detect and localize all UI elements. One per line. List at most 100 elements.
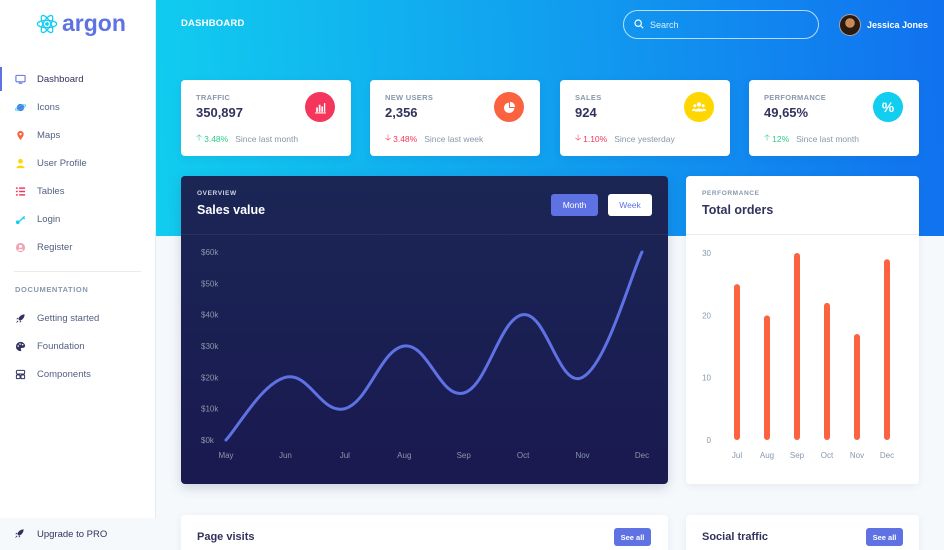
sidebar-item-label: Register bbox=[37, 241, 73, 253]
stat-card-traffic: TRAFFIC 350,897 🡡 3.48% Since last month bbox=[181, 80, 351, 156]
stat-footer: 🡣 1.10% Since yesterday bbox=[575, 132, 675, 146]
sidebar-item-label: Components bbox=[37, 368, 91, 380]
y-tick-label: $40k bbox=[201, 311, 219, 320]
y-tick-label: $20k bbox=[201, 373, 219, 382]
stat-card-performance: PERFORMANCE 49,65% % 🡡 12% Since last mon… bbox=[749, 80, 919, 156]
sidebar-item-register[interactable]: Register bbox=[0, 233, 156, 261]
see-all-button[interactable]: See all bbox=[614, 528, 651, 546]
stat-card-sales: SALES 924 🡣 1.10% Since yesterday bbox=[560, 80, 730, 156]
y-tick-label: 30 bbox=[702, 249, 711, 258]
sidebar-item-components[interactable]: Components bbox=[0, 360, 156, 388]
users-icon bbox=[684, 92, 714, 122]
card-divider bbox=[181, 234, 668, 235]
sales-series-line bbox=[224, 250, 644, 442]
stat-since: Since last month bbox=[235, 134, 299, 144]
brand-logo[interactable]: argon bbox=[36, 10, 126, 37]
card-title: Social traffic bbox=[702, 531, 769, 543]
x-tick-label: May bbox=[218, 451, 233, 460]
sales-line-chart: $0k $10k $20k $30k $40k $50k $60k May Jun Jul Aug S… bbox=[201, 248, 649, 460]
week-button[interactable]: Week bbox=[608, 194, 652, 216]
y-tick-label: $50k bbox=[201, 279, 219, 288]
spaceship-icon bbox=[14, 312, 26, 324]
y-tick-label: 0 bbox=[707, 436, 712, 445]
y-tick-label: $0k bbox=[201, 436, 215, 445]
sidebar-item-label: User Profile bbox=[37, 157, 87, 169]
x-tick-label: Jul bbox=[340, 451, 350, 460]
bar-dec bbox=[884, 259, 890, 440]
month-button[interactable]: Month bbox=[551, 194, 598, 216]
sidebar-item-label: Dashboard bbox=[37, 73, 84, 85]
x-tick-label: Jul bbox=[732, 451, 742, 460]
card-divider bbox=[686, 234, 919, 235]
see-all-button[interactable]: See all bbox=[866, 528, 903, 546]
stat-footer: 🡡 12% Since last month bbox=[764, 132, 859, 146]
y-tick-label: $30k bbox=[201, 342, 219, 351]
sidebar-item-maps[interactable]: Maps bbox=[0, 121, 156, 149]
sidebar-item-dashboard[interactable]: Dashboard bbox=[0, 65, 156, 93]
key-icon bbox=[14, 213, 26, 225]
percent-icon: % bbox=[873, 92, 903, 122]
page-visits-card: Page visits See all bbox=[181, 515, 668, 550]
stat-change: 🡣 3.48% bbox=[385, 132, 418, 144]
sidebar-item-label: Getting started bbox=[37, 312, 100, 324]
page-title[interactable]: DASHBOARD bbox=[181, 18, 245, 29]
stat-value: 49,65% bbox=[764, 105, 809, 120]
stat-value: 924 bbox=[575, 105, 597, 120]
x-tick-label: Oct bbox=[517, 451, 530, 460]
user-name[interactable]: Jessica Jones bbox=[867, 20, 929, 30]
y-tick-label: $60k bbox=[201, 248, 219, 257]
sidebar-item-user-profile[interactable]: User Profile bbox=[0, 149, 156, 177]
upgrade-label: Upgrade to PRO bbox=[37, 528, 108, 540]
sidebar: argon Dashboard Icons Maps User Profile bbox=[0, 0, 156, 550]
y-tick-label: 10 bbox=[702, 374, 711, 383]
list-icon bbox=[14, 185, 26, 197]
x-tick-label: Aug bbox=[760, 451, 774, 460]
stat-card-new-users: NEW USERS 2,356 🡣 3.48% Since last week bbox=[370, 80, 540, 156]
card-pretitle: PERFORMANCE bbox=[702, 190, 760, 197]
sidebar-item-label: Foundation bbox=[37, 340, 85, 352]
user-menu[interactable]: Jessica Jones bbox=[839, 14, 928, 36]
search-box[interactable] bbox=[623, 10, 819, 39]
card-title: Sales value bbox=[197, 203, 266, 217]
circle-user-icon bbox=[14, 241, 26, 253]
card-pretitle: OVERVIEW bbox=[197, 190, 237, 197]
bar-aug bbox=[764, 315, 770, 440]
sidebar-item-getting-started[interactable]: Getting started bbox=[0, 304, 156, 332]
stat-label: NEW USERS bbox=[385, 93, 434, 102]
y-tick-label: $10k bbox=[201, 405, 219, 414]
x-tick-label: Nov bbox=[850, 451, 864, 460]
x-tick-label: Sep bbox=[790, 451, 805, 460]
sidebar-item-label: Tables bbox=[37, 185, 65, 197]
sidebar-item-login[interactable]: Login bbox=[0, 205, 156, 233]
x-tick-label: Aug bbox=[397, 451, 411, 460]
arrow-down-icon: 🡣 bbox=[385, 132, 392, 142]
upgrade-to-pro-link[interactable]: Upgrade to PRO bbox=[0, 518, 156, 550]
x-tick-label: Sep bbox=[457, 451, 472, 460]
avatar[interactable] bbox=[839, 14, 861, 36]
user-icon bbox=[14, 157, 26, 169]
documentation-nav: Getting started Foundation Components bbox=[0, 304, 156, 388]
pie-chart-icon bbox=[494, 92, 524, 122]
palette-icon bbox=[14, 340, 26, 352]
bar-oct bbox=[824, 302, 830, 440]
spaceship-icon bbox=[14, 528, 26, 540]
stat-footer: 🡡 3.48% Since last month bbox=[196, 132, 298, 146]
x-tick-label: Dec bbox=[635, 451, 649, 460]
stat-label: SALES bbox=[575, 93, 602, 102]
stat-change: 🡡 12% bbox=[764, 132, 790, 144]
sidebar-item-icons[interactable]: Icons bbox=[0, 93, 156, 121]
arrow-down-icon: 🡣 bbox=[575, 132, 582, 142]
stat-since: Since last week bbox=[424, 134, 484, 144]
stat-label: TRAFFIC bbox=[196, 93, 231, 102]
sidebar-item-label: Icons bbox=[37, 101, 60, 113]
search-input[interactable] bbox=[650, 19, 810, 30]
stat-since: Since last month bbox=[796, 134, 859, 144]
react-logo-icon bbox=[36, 14, 58, 33]
stat-change: 🡡 3.48% bbox=[196, 132, 229, 144]
sidebar-item-tables[interactable]: Tables bbox=[0, 177, 156, 205]
sidebar-item-foundation[interactable]: Foundation bbox=[0, 332, 156, 360]
sidebar-divider bbox=[14, 271, 141, 272]
stat-footer: 🡣 3.48% Since last week bbox=[385, 132, 483, 146]
planet-icon bbox=[14, 101, 26, 113]
x-tick-label: Jun bbox=[279, 451, 292, 460]
